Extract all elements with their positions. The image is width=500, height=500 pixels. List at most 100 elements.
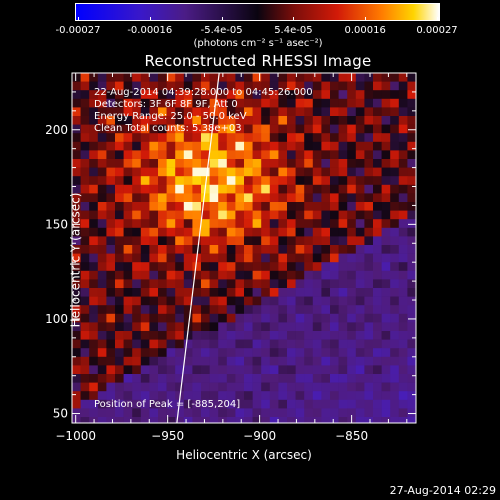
heatmap-cell	[261, 98, 271, 108]
heatmap-cell	[97, 116, 107, 125]
heatmap-cell	[72, 245, 81, 254]
heatmap-cell	[252, 399, 262, 409]
heatmap-cell	[192, 227, 202, 237]
heatmap-cell	[373, 356, 382, 366]
heatmap-cell	[132, 313, 142, 323]
heatmap-cell	[355, 141, 365, 151]
heatmap-cell	[72, 81, 81, 91]
heatmap-cell	[355, 184, 365, 194]
heatmap-cell	[89, 365, 99, 375]
heatmap-cell	[287, 245, 296, 254]
heatmap-cell	[304, 219, 314, 229]
colorbar-tick-mark	[293, 17, 295, 21]
heatmap-cell	[235, 107, 245, 117]
heatmap-cell	[381, 98, 391, 108]
heatmap-cell	[106, 116, 116, 125]
chart-title: Reconstructed RHESSI Image	[144, 52, 372, 70]
heatmap-cell	[158, 417, 167, 423]
heatmap-cell	[381, 305, 391, 315]
heatmap-cell	[381, 107, 391, 117]
heatmap-cell	[226, 98, 236, 108]
heatmap-cell	[72, 348, 81, 358]
heatmap-cell	[304, 262, 314, 272]
heatmap-cell	[338, 98, 348, 108]
heatmap-cells	[72, 73, 416, 423]
heatmap-cell	[321, 391, 331, 401]
heatmap-cell	[106, 305, 116, 315]
heatmap-cell	[218, 356, 228, 366]
heatmap-cell	[235, 184, 245, 194]
heatmap-cell	[338, 262, 348, 272]
heatmap-cell	[407, 98, 416, 108]
heatmap-cell	[261, 262, 271, 272]
heatmap-cell	[278, 73, 288, 82]
heatmap-cell	[330, 382, 339, 392]
heatmap-cell	[295, 81, 305, 91]
heatmap-cell	[209, 288, 219, 297]
heatmap-cell	[140, 133, 150, 143]
heatmap-cell	[218, 133, 228, 143]
heatmap-cell	[226, 374, 236, 383]
heatmap-cell	[321, 365, 331, 375]
heatmap-cell	[364, 176, 374, 186]
heatmap-cell	[175, 348, 185, 358]
heatmap-cell	[175, 73, 185, 82]
heatmap-cell	[140, 98, 150, 108]
heatmap-cell	[373, 98, 382, 108]
heatmap-cell	[330, 141, 339, 151]
heatmap-cell	[106, 167, 116, 177]
heatmap-cell	[89, 331, 99, 340]
heatmap-cell	[166, 202, 176, 211]
heatmap-cell	[166, 356, 176, 366]
heatmap-cell	[390, 219, 400, 229]
heatmap-cell	[287, 167, 296, 177]
heatmap-cell	[355, 116, 365, 125]
heatmap-cell	[89, 279, 99, 289]
heatmap-cell	[295, 202, 305, 211]
heatmap-cell	[330, 305, 339, 315]
heatmap-cell	[166, 193, 176, 203]
heatmap-cell	[132, 150, 142, 160]
heatmap-cell	[269, 408, 279, 418]
heatmap-cell	[338, 219, 348, 229]
heatmap-cell	[287, 296, 296, 306]
heatmap-cell	[123, 150, 133, 160]
heatmap-cell	[330, 202, 339, 211]
heatmap-cell	[364, 305, 374, 315]
heatmap-cell	[183, 296, 193, 306]
heatmap-cell	[407, 210, 416, 220]
heatmap-cell	[166, 227, 176, 237]
heatmap-cell	[149, 356, 159, 366]
heatmap-cell	[80, 391, 90, 401]
heatmap-cell	[269, 374, 279, 383]
heatmap-cell	[338, 107, 348, 117]
heatmap-cell	[278, 124, 288, 134]
heatmap-cell	[278, 176, 288, 186]
heatmap-cell	[183, 245, 193, 254]
heatmap-cell	[183, 193, 193, 203]
heatmap-cell	[252, 348, 262, 358]
heatmap-cell	[295, 90, 305, 100]
heatmap-cell	[209, 365, 219, 375]
heatmap-cell	[364, 98, 374, 108]
heatmap-cell	[304, 150, 314, 160]
heatmap-cell	[72, 417, 81, 423]
heatmap-cell	[115, 81, 124, 91]
heatmap-cell	[398, 339, 408, 349]
heatmap-cell	[115, 150, 124, 160]
heatmap-cell	[132, 227, 142, 237]
heatmap-cell	[209, 193, 219, 203]
heatmap-cell	[140, 219, 150, 229]
heatmap-cell	[80, 107, 90, 117]
heatmap-cell	[244, 236, 253, 246]
heatmap-cell	[72, 202, 81, 211]
heatmap-cell	[115, 159, 124, 168]
heatmap-cell	[407, 81, 416, 91]
heatmap-cell	[312, 210, 322, 220]
heatmap-cell	[201, 245, 210, 254]
heatmap-cell	[407, 73, 416, 82]
heatmap-cell	[132, 193, 142, 203]
heatmap-cell	[287, 356, 296, 366]
heatmap-cell	[278, 391, 288, 401]
